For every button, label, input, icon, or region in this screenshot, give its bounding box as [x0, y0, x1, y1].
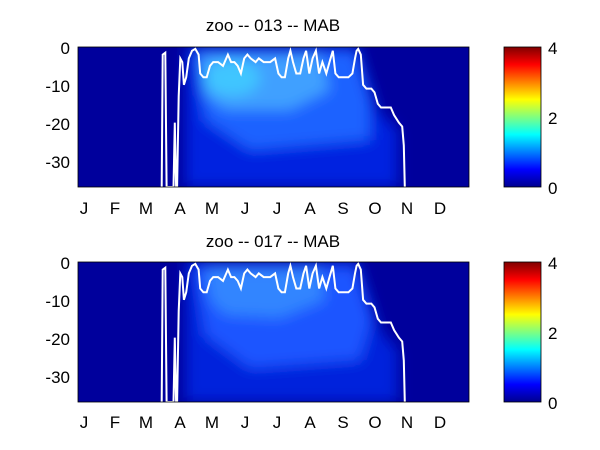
panel-2-x-ticks: J F M A M J J A S O N D	[80, 413, 446, 432]
panel-1-x-ticks: J F M A M J J A S O N D	[80, 199, 446, 218]
panel-1-x-tick-jun: J	[241, 199, 250, 218]
panel-2-y-tick-0: 0	[61, 254, 70, 273]
panel-1-y-tick-3: -30	[45, 153, 70, 172]
panel-2-y-tick-3: -30	[45, 368, 70, 387]
panel-2-x-tick-jan: J	[80, 413, 89, 432]
panel-1-colorbar: 4 2 0	[503, 39, 557, 198]
panel-2-x-tick-apr: A	[174, 413, 186, 432]
panel-2-x-tick-oct: O	[368, 413, 381, 432]
panel-2-colorbar-tick-2: 2	[548, 324, 557, 343]
panel-1: zoo -- 013 -- MAB 0 -10 -20 -30 J F M A …	[45, 16, 557, 218]
panel-1-x-tick-jul: J	[273, 199, 282, 218]
panel-1-x-tick-apr: A	[174, 199, 186, 218]
panel-2-x-tick-sep: S	[337, 413, 348, 432]
panel-1-overlay-line	[160, 47, 406, 187]
panel-1-y-tick-1: -10	[45, 77, 70, 96]
panel-1-y-ticks: 0 -10 -20 -30	[45, 39, 70, 172]
panel-1-colorbar-gradient	[503, 46, 542, 188]
panel-1-colorbar-tick-0: 0	[548, 179, 557, 198]
panel-1-x-tick-jan: J	[80, 199, 89, 218]
panel-1-x-tick-mar: M	[139, 199, 153, 218]
panel-2-colorbar-tick-0: 0	[548, 394, 557, 413]
panel-2-y-tick-1: -10	[45, 292, 70, 311]
panel-1-y-tick-0: 0	[61, 39, 70, 58]
panel-2-x-tick-may: M	[205, 413, 219, 432]
panel-1-x-tick-nov: N	[401, 199, 413, 218]
panel-2-axes-box	[77, 261, 470, 403]
panel-2-colorbar: 4 2 0	[503, 254, 557, 413]
panel-2-x-tick-jun: J	[241, 413, 250, 432]
panel-1-x-tick-dec: D	[434, 199, 446, 218]
panel-2-x-tick-aug: A	[304, 413, 316, 432]
panel-2-overlay-line	[160, 262, 406, 402]
panel-2-heatmap-texture	[185, 262, 398, 402]
panel-1-colorbar-tick-4: 4	[548, 39, 557, 58]
panel-2-colorbar-tick-4: 4	[548, 254, 557, 273]
panel-1-heatmap	[78, 47, 469, 187]
panel-1-x-tick-sep: S	[337, 199, 348, 218]
panel-1-title: zoo -- 013 -- MAB	[206, 16, 340, 35]
panel-2-x-tick-jul: J	[273, 413, 282, 432]
panel-1-x-tick-feb: F	[110, 199, 120, 218]
panel-1-x-tick-may: M	[205, 199, 219, 218]
panel-1-axes-box	[77, 46, 470, 188]
panel-1-x-tick-aug: A	[304, 199, 316, 218]
panel-1-heatmap-hotspot	[204, 60, 260, 96]
panel-2-x-tick-mar: M	[139, 413, 153, 432]
panel-2-title: zoo -- 017 -- MAB	[206, 232, 340, 251]
panel-2-y-ticks: 0 -10 -20 -30	[45, 254, 70, 387]
panel-2: zoo -- 017 -- MAB 0 -10 -20 -30 J F M A …	[45, 232, 557, 432]
panel-2-x-tick-feb: F	[110, 413, 120, 432]
panel-2-y-tick-2: -20	[45, 330, 70, 349]
panel-1-y-tick-2: -20	[45, 115, 70, 134]
panel-1-x-tick-oct: O	[368, 199, 381, 218]
panel-2-x-tick-dec: D	[434, 413, 446, 432]
panel-2-heatmap	[78, 262, 469, 402]
panel-1-colorbar-tick-2: 2	[548, 109, 557, 128]
panel-2-colorbar-gradient	[503, 261, 542, 403]
panel-2-x-tick-nov: N	[401, 413, 413, 432]
